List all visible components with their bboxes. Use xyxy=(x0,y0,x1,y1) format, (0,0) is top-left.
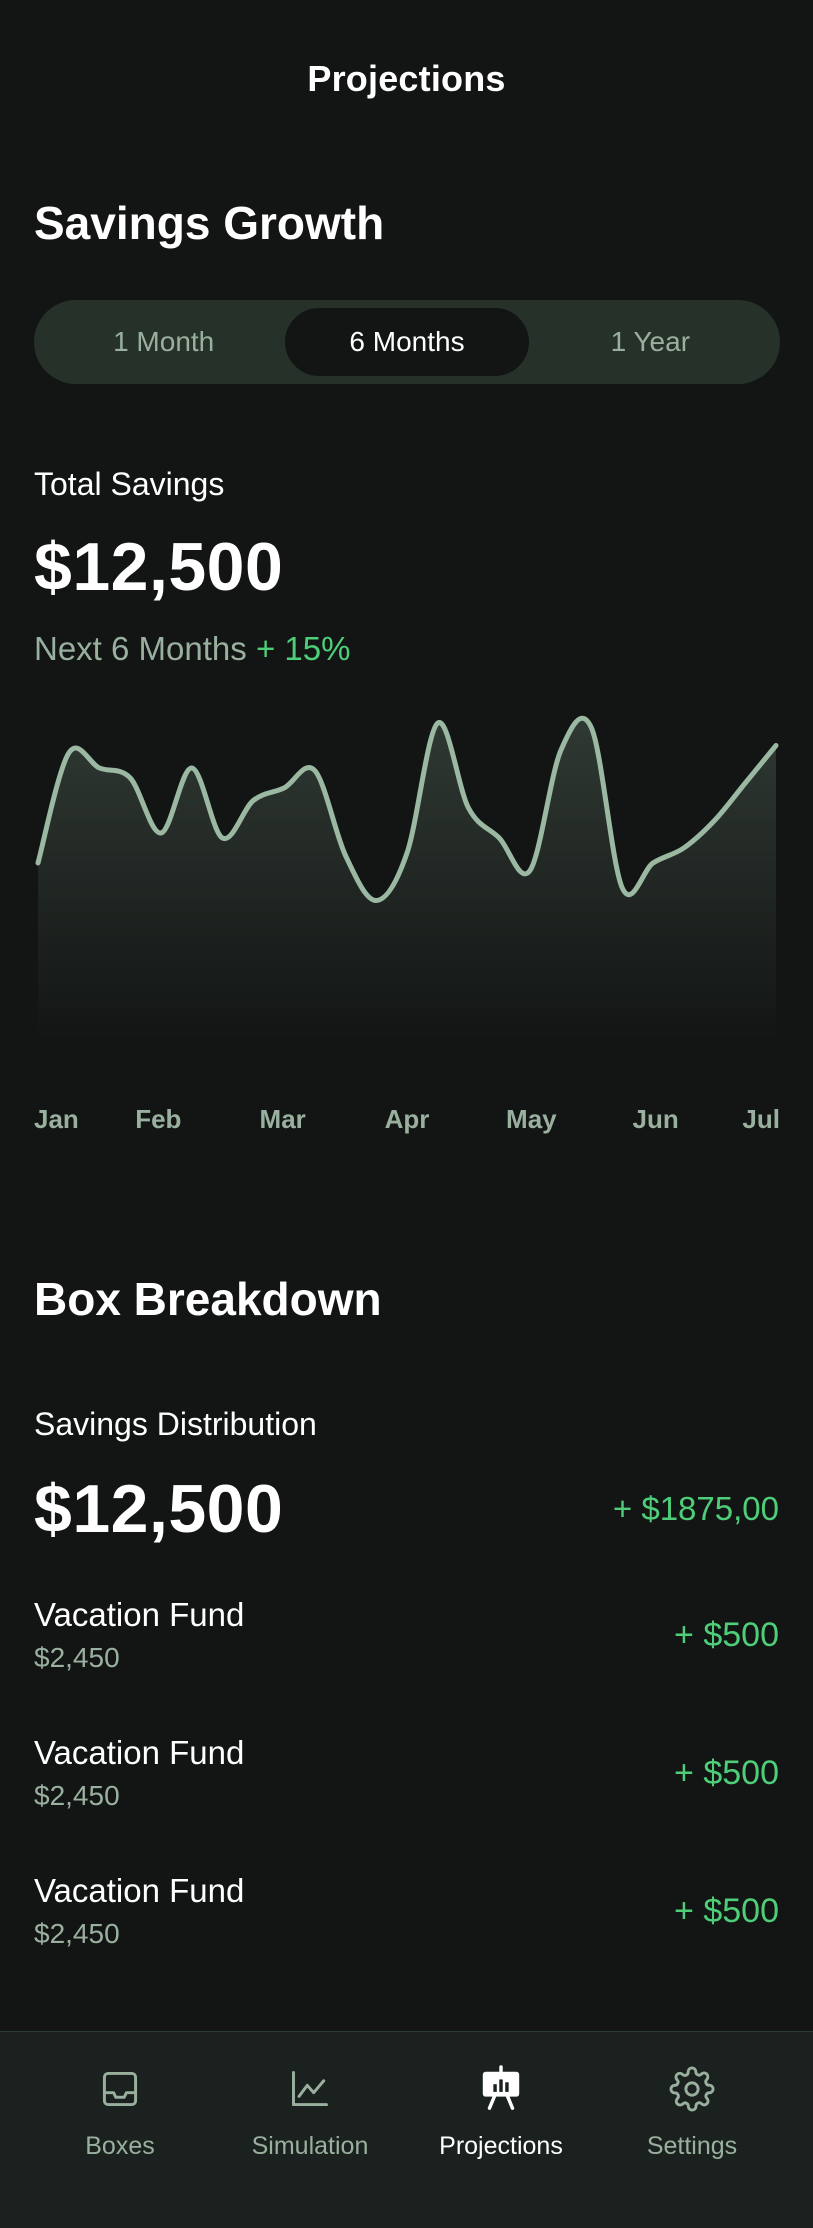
fund-item[interactable]: Vacation Fund $2,450 xyxy=(34,1872,244,1950)
bottom-tab-bar: Boxes Simulation xyxy=(0,2031,813,2228)
fund-name: Vacation Fund xyxy=(34,1872,245,1909)
fund-delta: + $500 xyxy=(674,1616,779,1654)
fund-name: Vacation Fund xyxy=(34,1734,245,1771)
x-tick-label: Apr xyxy=(384,1104,430,1134)
tab-boxes[interactable]: Boxes xyxy=(25,2060,215,2161)
tab-label: Projections xyxy=(439,2132,563,2160)
growth-percent: + 15% xyxy=(255,630,351,667)
period-selector: 1 Month 6 Months 1 Year xyxy=(34,300,780,384)
box-breakdown-title: Box Breakdown xyxy=(34,1273,382,1325)
tab-label: Settings xyxy=(646,2132,738,2160)
x-tick-label: Jul xyxy=(742,1104,780,1134)
chart-series-line xyxy=(35,715,779,903)
fund-delta: + $500 xyxy=(674,1754,779,1792)
fund-delta: + $500 xyxy=(674,1892,779,1930)
period-1-month[interactable]: 1 Month xyxy=(113,326,215,357)
tab-label: Boxes xyxy=(85,2132,155,2160)
page-title: Projections xyxy=(307,58,506,99)
period-1-year[interactable]: 1 Year xyxy=(610,326,691,357)
tab-simulation[interactable]: Simulation xyxy=(215,2060,405,2161)
distribution-value: $12,500 xyxy=(34,1471,284,1547)
savings-line-chart xyxy=(35,715,779,1040)
presentation-chart-icon xyxy=(406,2060,596,2118)
distribution-delta: + $1875,00 xyxy=(612,1490,779,1527)
fund-value: $2,450 xyxy=(34,1918,120,1949)
top-bar: Projections xyxy=(0,58,813,100)
fund-value: $2,450 xyxy=(34,1780,120,1811)
fund-item[interactable]: Vacation Fund $2,450 xyxy=(34,1734,244,1812)
period-6-months[interactable]: 6 Months xyxy=(285,308,529,376)
tab-label: Simulation xyxy=(251,2132,369,2160)
x-tick-label: Jun xyxy=(632,1104,679,1134)
fund-name: Vacation Fund xyxy=(34,1596,245,1633)
projection-subtitle: Next 6 Months + 15% xyxy=(34,630,350,668)
distribution-label: Savings Distribution xyxy=(34,1406,317,1442)
fund-item[interactable]: Vacation Fund $2,450 xyxy=(34,1596,244,1674)
total-savings-label: Total Savings xyxy=(34,466,225,502)
x-tick-label: Jan xyxy=(34,1104,79,1134)
x-tick-label: Mar xyxy=(259,1104,306,1134)
fund-value: $2,450 xyxy=(34,1642,120,1673)
x-tick-label: Feb xyxy=(135,1104,182,1134)
tab-projections[interactable]: Projections xyxy=(406,2060,596,2161)
gear-icon xyxy=(597,2060,787,2118)
chart-x-axis: Jan Feb Mar Apr May Jun Jul xyxy=(34,1104,780,1144)
total-savings-value: $12,500 xyxy=(34,529,284,605)
savings-growth-title: Savings Growth xyxy=(34,197,385,249)
next-months-label: Next 6 Months xyxy=(34,630,247,667)
chart-area-fill xyxy=(38,718,776,1040)
tab-settings[interactable]: Settings xyxy=(597,2060,787,2161)
inbox-icon xyxy=(25,2060,215,2118)
x-tick-label: May xyxy=(506,1104,557,1134)
line-chart-icon xyxy=(215,2060,405,2118)
